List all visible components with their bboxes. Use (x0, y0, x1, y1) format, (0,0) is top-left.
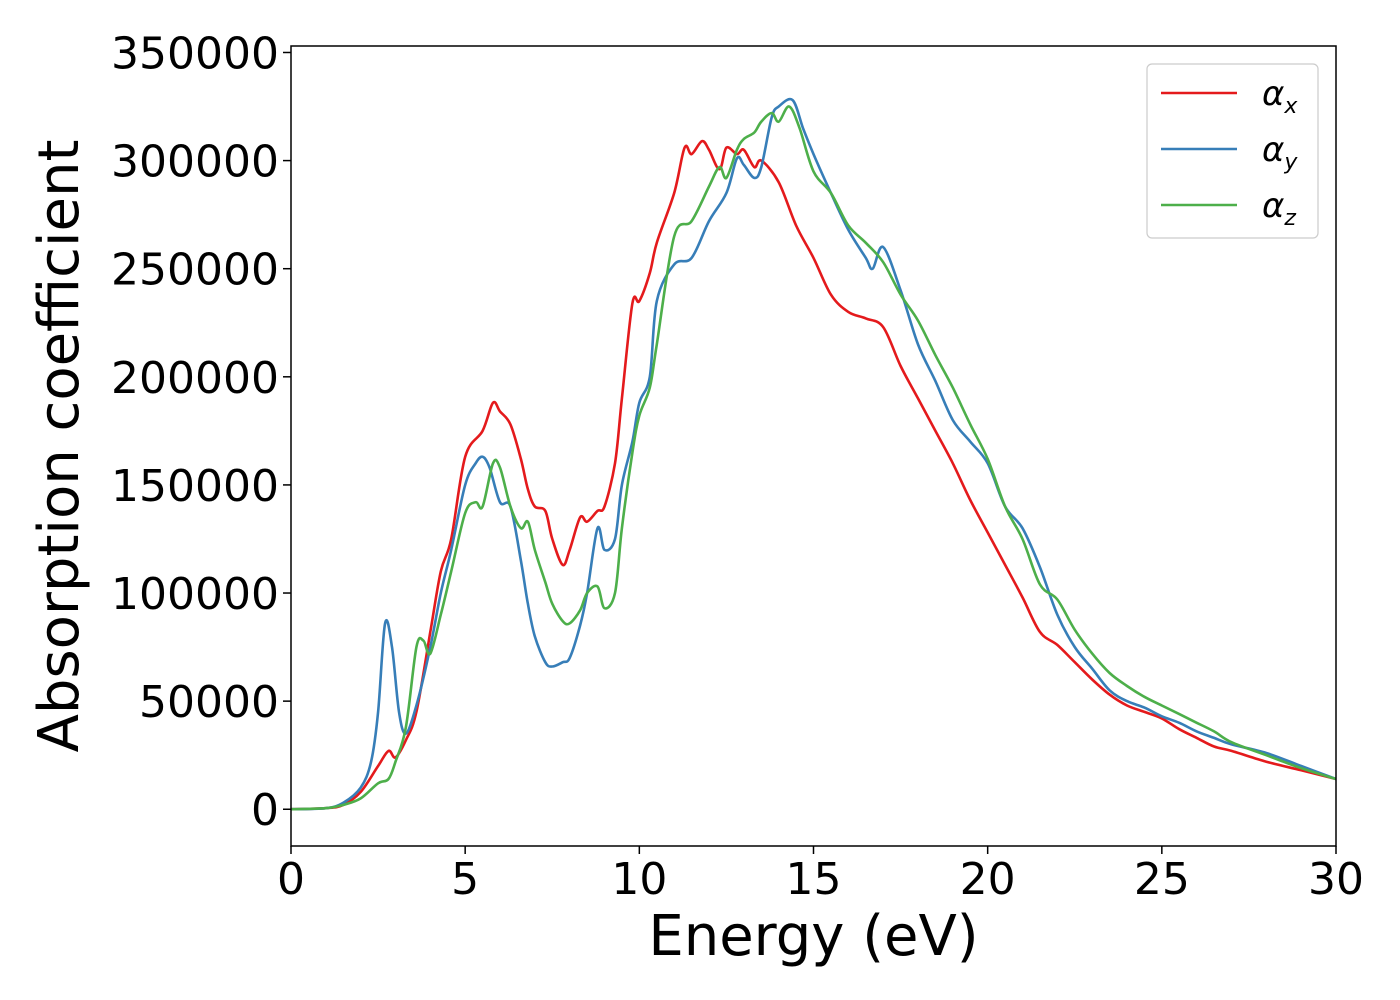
legend-label-y: αy (1262, 130, 1298, 175)
x-tick-label: 5 (451, 854, 479, 905)
series-line-y (290, 97, 1337, 811)
x-axis-title: Energy (eV) (648, 904, 978, 969)
y-tick-label: 300000 (111, 137, 279, 188)
y-tick-label: 50000 (139, 677, 279, 728)
series-line-x (290, 139, 1337, 811)
x-tick-label: 15 (786, 854, 842, 905)
y-tick-label: 100000 (111, 569, 279, 620)
series-layer (290, 97, 1337, 811)
x-tick-label: 20 (960, 854, 1016, 905)
x-axis-ticks: 0 5 10 15 20 25 30 (277, 846, 1364, 905)
x-tick-label: 0 (277, 854, 305, 905)
legend-label-z: αz (1262, 186, 1296, 231)
y-tick-label: 150000 (111, 461, 279, 512)
y-tick-label: 250000 (111, 245, 279, 296)
plot-frame (290, 45, 1337, 847)
y-axis-title: Absorption coefficient (27, 140, 92, 753)
series-line-z (290, 105, 1337, 811)
x-tick-label: 10 (611, 854, 667, 905)
x-tick-label: 30 (1308, 854, 1364, 905)
legend: αx αy αz (1146, 63, 1319, 239)
y-tick-label: 350000 (111, 28, 279, 79)
x-tick-label: 25 (1134, 854, 1190, 905)
legend-label-x: αx (1262, 74, 1298, 119)
legend-box (1146, 63, 1319, 239)
y-tick-label: 0 (251, 785, 279, 836)
y-tick-label: 200000 (111, 353, 279, 404)
y-axis-ticks: 0 50000 100000 150000 200000 250000 300000 3500… (111, 28, 291, 836)
